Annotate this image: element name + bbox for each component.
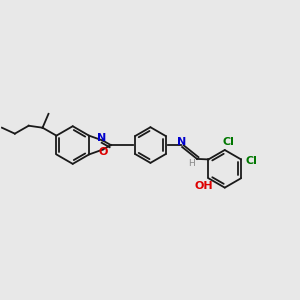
Text: O: O	[98, 148, 108, 158]
Text: OH: OH	[194, 181, 213, 191]
Text: N: N	[97, 133, 106, 142]
Text: Cl: Cl	[223, 137, 235, 147]
Text: Cl: Cl	[245, 156, 257, 167]
Text: N: N	[176, 137, 186, 147]
Text: H: H	[188, 159, 194, 168]
